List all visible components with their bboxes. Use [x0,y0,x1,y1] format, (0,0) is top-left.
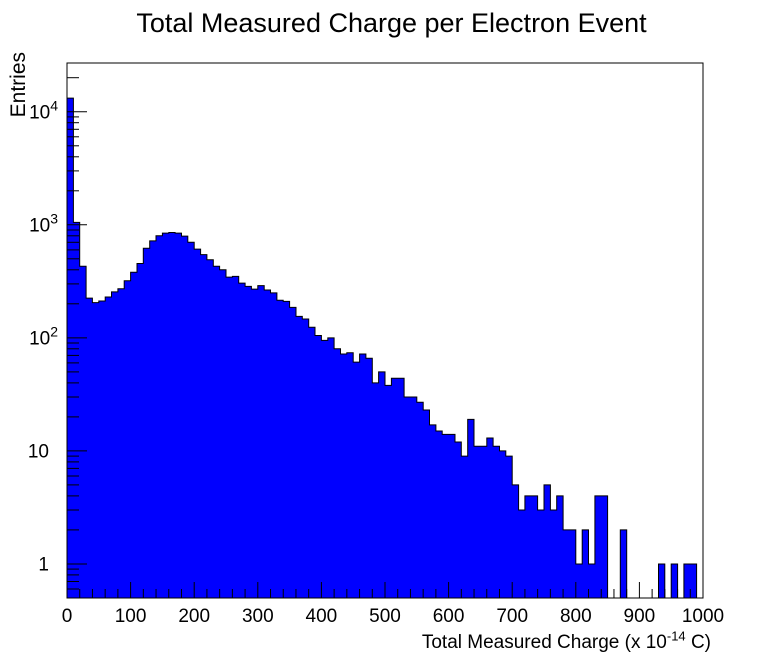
x-tick-label: 0 [62,606,73,627]
y-tick-label: 104 [29,97,58,123]
y-tick-label: 103 [29,210,58,236]
x-tick-label: 100 [115,606,147,627]
histogram-bars [66,97,703,599]
x-axis-title-exponent: -14 [666,628,686,644]
x-tick-label: 700 [496,606,528,627]
x-tick-label: 600 [433,606,465,627]
y-tick-label: 1 [38,555,49,576]
y-tick-label: 102 [29,323,58,349]
x-axis-title-unit: C) [685,632,711,653]
x-tick-label: 500 [369,606,401,627]
y-tick-label: 10 [28,441,49,462]
x-tick-label: 800 [560,606,592,627]
x-axis-title-text: Total Measured Charge (x 10 [421,632,667,653]
x-axis-title: Total Measured Charge (x 10-14 C) [421,628,711,654]
x-tick-label: 1000 [682,606,724,627]
x-tick-label: 900 [624,606,656,627]
chart-title: Total Measured Charge per Electron Event [136,8,647,38]
x-tick-label: 400 [306,606,338,627]
x-tick-label: 300 [242,606,274,627]
x-tick-label: 200 [178,606,210,627]
